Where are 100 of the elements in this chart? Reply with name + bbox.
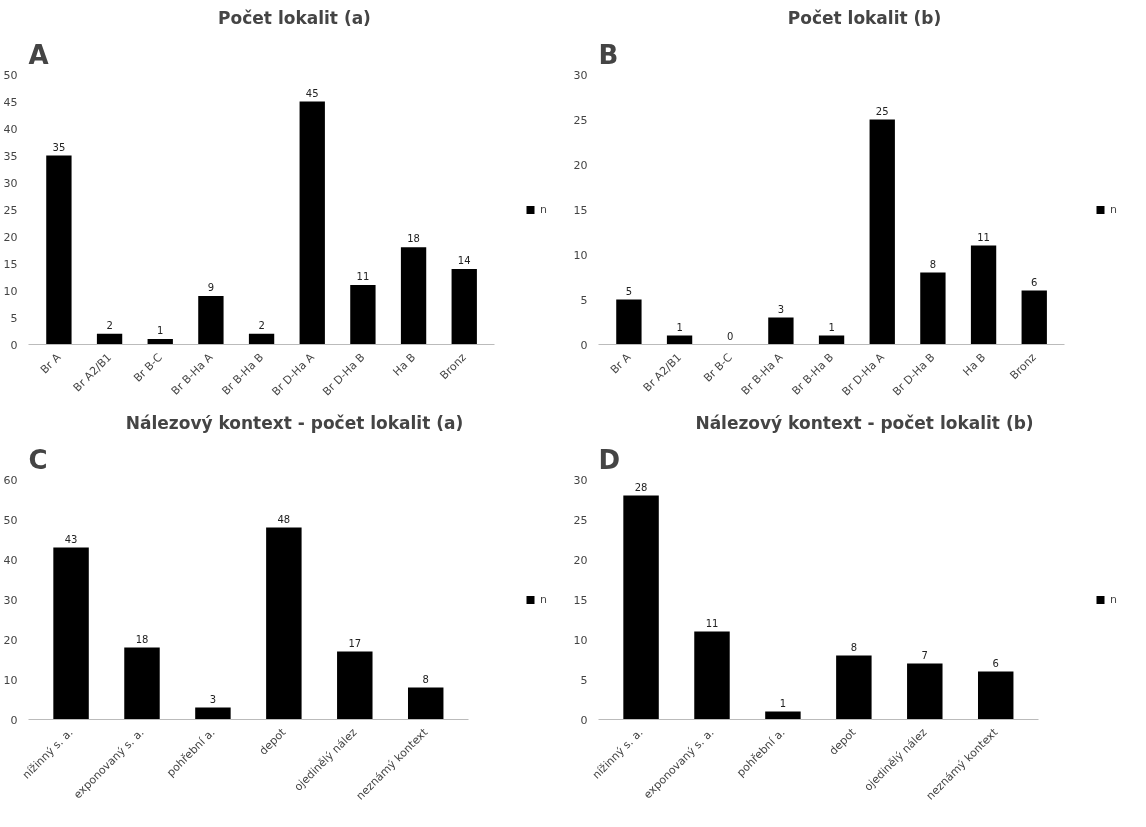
legend-label: n <box>1110 592 1118 606</box>
y-tick-label: 15 <box>573 203 588 217</box>
bar <box>124 647 160 720</box>
y-tick-label: 5 <box>580 293 588 307</box>
data-label: 25 <box>875 105 889 117</box>
legend-label: n <box>1110 202 1118 216</box>
bar <box>147 339 173 345</box>
data-label: 2 <box>106 319 113 331</box>
text: B <box>598 39 619 70</box>
data-label: 17 <box>348 637 362 649</box>
bar <box>337 651 373 720</box>
data-label: 28 <box>634 481 648 493</box>
y-tick-label: 15 <box>3 257 18 271</box>
data-label: 3 <box>209 693 217 705</box>
bar <box>616 299 642 345</box>
text: A <box>28 39 49 70</box>
bar <box>400 247 427 345</box>
data-label: 7 <box>921 649 928 661</box>
y-tick-label: 60 <box>3 473 18 487</box>
y-tick-label: 25 <box>573 113 588 127</box>
bar <box>96 333 123 345</box>
data-label: 1 <box>676 321 683 333</box>
y-tick-label: 5 <box>10 311 18 325</box>
x-tick-label: Br B-C <box>701 350 736 385</box>
data-label: 43 <box>64 533 78 545</box>
bar <box>53 547 89 720</box>
y-tick-label: 40 <box>3 553 18 567</box>
y-tick-label: 0 <box>10 713 18 727</box>
x-tick-label: Br B-C <box>131 350 166 385</box>
data-label: 18 <box>407 233 420 245</box>
x-tick-label: Br A <box>37 350 64 377</box>
data-label: 14 <box>457 254 471 266</box>
bar <box>836 655 872 720</box>
y-tick-label: 30 <box>573 68 588 82</box>
legend-label: n <box>540 202 548 216</box>
y-tick-label: 25 <box>3 203 18 217</box>
bar <box>299 101 325 345</box>
y-tick-label: 0 <box>10 338 18 352</box>
y-tick-label: 30 <box>3 176 18 190</box>
data-label: 2 <box>258 319 265 331</box>
y-tick-label: 35 <box>3 149 18 163</box>
data-label: 8 <box>422 673 429 685</box>
data-label: 1 <box>157 325 164 337</box>
data-label: 11 <box>705 617 719 629</box>
bar <box>768 317 794 345</box>
bar <box>350 285 376 345</box>
y-tick-label: 0 <box>580 713 588 727</box>
legend-label: n <box>540 592 548 606</box>
data-label: 8 <box>929 258 937 270</box>
y-tick-label: 25 <box>573 513 588 527</box>
bar <box>248 333 275 345</box>
text: C <box>28 444 48 475</box>
y-tick-label: 15 <box>573 593 588 607</box>
data-label: 1 <box>779 697 787 709</box>
y-tick-label: 30 <box>573 473 588 487</box>
bar <box>46 155 72 345</box>
bar <box>266 527 302 720</box>
y-tick-label: 10 <box>573 633 588 647</box>
y-tick-label: 20 <box>3 230 18 244</box>
chart-title: Nálezový kontext - počet lokalit (b) <box>695 412 1034 433</box>
data-label: 0 <box>727 330 734 342</box>
bar <box>977 671 1014 720</box>
data-label: 3 <box>777 303 785 315</box>
x-tick-label: Ha B <box>390 350 419 379</box>
bar <box>407 687 444 720</box>
data-label: 48 <box>277 513 291 525</box>
y-tick-label: 20 <box>3 633 18 647</box>
data-label: 8 <box>850 641 858 653</box>
bar <box>970 245 997 345</box>
data-label: 6 <box>1031 276 1038 288</box>
x-tick-label: Br A <box>607 350 634 377</box>
bar <box>451 268 477 345</box>
chart-title: Počet lokalit (a) <box>218 7 371 28</box>
bar <box>623 495 659 720</box>
bar <box>920 272 946 345</box>
y-tick-label: 10 <box>3 673 18 687</box>
chart-title: Nálezový kontext - počet lokalit (a) <box>125 412 464 433</box>
chart-title: Počet lokalit (b) <box>787 7 942 28</box>
y-tick-label: 50 <box>3 68 18 82</box>
y-tick-label: 0 <box>580 338 588 352</box>
y-tick-label: 5 <box>580 673 588 687</box>
x-tick-label: Ha B <box>960 350 989 379</box>
data-label: 45 <box>305 87 319 99</box>
data-label: 11 <box>977 231 990 243</box>
bar <box>198 295 224 345</box>
data-label: 5 <box>625 285 633 297</box>
data-label: 9 <box>207 281 215 293</box>
data-label: 6 <box>992 657 999 669</box>
y-tick-label: 40 <box>3 122 18 136</box>
y-tick-label: 20 <box>573 158 588 172</box>
y-tick-label: 10 <box>3 284 18 298</box>
bar <box>1021 290 1047 345</box>
y-tick-label: 20 <box>573 553 588 567</box>
y-tick-label: 10 <box>573 248 588 262</box>
y-tick-label: 50 <box>3 513 18 527</box>
data-label: 18 <box>135 633 149 645</box>
bar <box>195 707 231 720</box>
bar <box>694 631 730 720</box>
data-label: 11 <box>356 271 370 283</box>
data-label: 1 <box>828 321 835 333</box>
